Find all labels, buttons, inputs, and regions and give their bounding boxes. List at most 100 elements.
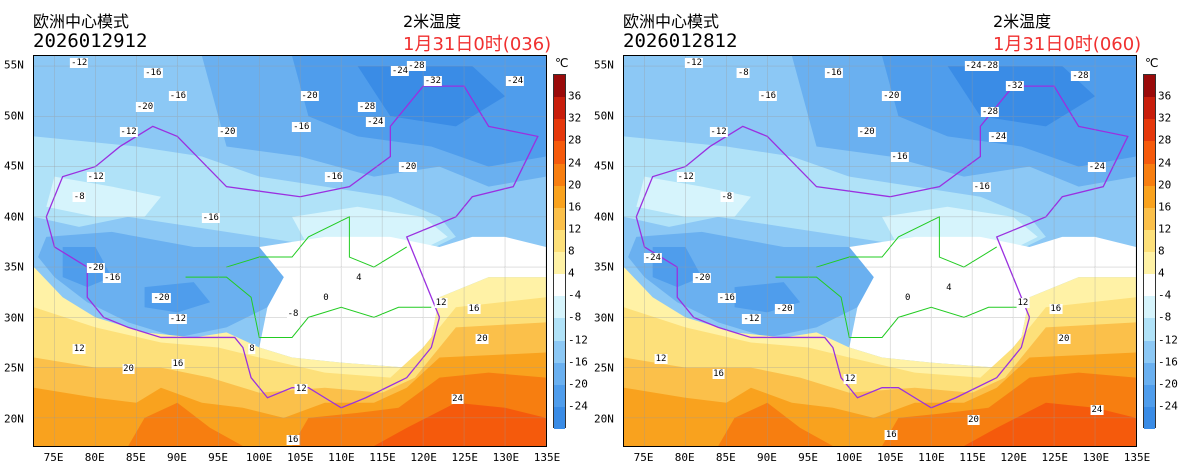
- contour-label: -16: [717, 293, 736, 304]
- lat-tick-label: 25N: [4, 361, 24, 375]
- colorbar-bin: [554, 163, 565, 186]
- valid-time: 1月31日0时(036): [403, 34, 552, 55]
- lon-tick-label: 90E: [166, 451, 187, 464]
- contour-label: -16: [168, 91, 188, 102]
- variable-title: 2米温度: [403, 12, 462, 31]
- contour-label: -16: [325, 172, 344, 183]
- colorbar-tick-label: 20: [568, 178, 582, 192]
- variable-title: 2米温度: [993, 12, 1052, 31]
- lat-tick-label: 55N: [594, 58, 614, 72]
- colorbar-bin: [554, 119, 565, 142]
- colorbar-bin: [1144, 229, 1155, 252]
- contour-label: -24: [366, 116, 385, 127]
- colorbar-tick-label: 16: [568, 200, 582, 214]
- contour-label: -28: [357, 101, 377, 112]
- colorbar-bin: [1144, 97, 1155, 120]
- contour-label: 12: [843, 374, 857, 385]
- lon-tick-label: 100E: [835, 451, 863, 464]
- contour-label: 24: [451, 394, 464, 405]
- colorbar-tick-label: -20: [1158, 377, 1178, 391]
- contour-label: 0: [322, 293, 330, 304]
- temperature-map: -12 -8 -24 -28 -28 -32 -16 -20 -16 -28 -24 -20 -16 -1…: [623, 55, 1137, 447]
- colorbar-bin: [554, 229, 565, 252]
- contour-label: -32: [1005, 81, 1024, 92]
- colorbar-bin: [554, 384, 565, 407]
- lon-tick-label: 80E: [84, 451, 105, 464]
- colorbar-bin: [1144, 318, 1155, 341]
- contour-label: -16: [201, 212, 220, 223]
- colorbar-tick-label: 8: [1158, 244, 1165, 258]
- lon-tick-label: 135E: [533, 451, 561, 464]
- band-minus28-northeast: [357, 66, 506, 127]
- contour-label: 16: [712, 369, 725, 380]
- lat-tick-label: 30N: [4, 311, 24, 325]
- colorbar-bin: [554, 340, 565, 363]
- colorbar-bin: [1144, 119, 1155, 142]
- band-minus8-centralasia: [46, 176, 161, 217]
- lat-tick-label: 25N: [594, 361, 614, 375]
- contour-label: 16: [286, 434, 300, 445]
- colorbar-bin: [554, 207, 565, 230]
- lat-tick-label: 45N: [594, 159, 614, 173]
- colorbar-tick-label: 16: [1158, 200, 1172, 214]
- colorbar-bin: [1144, 384, 1155, 407]
- contour-label: -24: [390, 66, 410, 77]
- lon-tick-label: 80E: [674, 451, 695, 464]
- contour-label: -28: [980, 106, 1000, 117]
- colorbar-bin: [1144, 185, 1155, 208]
- contour-label: -20: [857, 126, 876, 137]
- colorbar-bin: [554, 296, 565, 319]
- colorbar-tick-label: 24: [568, 156, 582, 169]
- contour-label: 12: [294, 384, 308, 395]
- lat-tick-label: 40N: [4, 210, 24, 224]
- lon-tick-label: 115E: [959, 451, 986, 464]
- model-title: 欧洲中心模式: [623, 12, 720, 31]
- contour-label: -12: [70, 58, 89, 69]
- contour-label: -28: [1071, 71, 1090, 82]
- contour-label: 4: [355, 273, 363, 284]
- contour-label: 16: [171, 359, 185, 370]
- gridlines: [34, 56, 546, 446]
- lat-tick-label: 40N: [594, 210, 614, 224]
- contour-label: 12: [434, 298, 448, 309]
- lon-tick-label: 120E: [410, 451, 437, 464]
- lon-tick-label: 120E: [1000, 451, 1027, 464]
- contour-label: -16: [824, 68, 843, 79]
- lat-tick-label: 50N: [594, 109, 614, 123]
- band-24-sea: [373, 402, 546, 446]
- contour-label: -20: [300, 91, 319, 102]
- lon-tick-label: 110E: [328, 451, 355, 464]
- lat-tick-label: 20N: [4, 412, 24, 426]
- colorbar-tick-label: 28: [1158, 133, 1172, 147]
- lon-tick-label: 85E: [125, 451, 146, 464]
- lon-tick-label: 95E: [208, 451, 228, 464]
- contour-label: 20: [122, 364, 135, 375]
- lon-tick-label: 75E: [43, 451, 64, 464]
- contour-label: 20: [967, 414, 980, 425]
- contour-label: 8: [248, 343, 256, 354]
- colorbar-bin: [554, 252, 565, 275]
- contour-label: -24: [1087, 162, 1107, 173]
- colorbar-tick-label: 12: [568, 222, 582, 236]
- forecast-panel-060: 欧洲中心模式 2026012812 2米温度 1月31日0时(060): [590, 0, 1180, 465]
- lat-tick-label: 30N: [594, 311, 614, 325]
- colorbar-tick-label: -24: [568, 399, 588, 413]
- colorbar-bin: [554, 185, 565, 208]
- colorbar-tick-label: 8: [568, 244, 575, 258]
- lat-tick-label: 35N: [4, 260, 24, 274]
- river-yellow: [817, 217, 997, 267]
- colorbar-tick-label: 28: [568, 133, 582, 147]
- colorbar-bin: [554, 75, 565, 98]
- colorbar-bin: [1144, 141, 1155, 164]
- model-title: 欧洲中心模式: [33, 12, 130, 31]
- contour-label: -12: [676, 172, 695, 183]
- valid-time: 1月31日0时(060): [993, 34, 1142, 55]
- colorbar-tick-label: 32: [568, 111, 582, 125]
- contour-label: -20: [152, 293, 171, 304]
- colorbar: [553, 74, 566, 429]
- contour-label: 4: [945, 283, 953, 294]
- contour-label: -20: [218, 126, 237, 137]
- contour-label: 16: [884, 429, 898, 440]
- colorbar-tick-label: -20: [568, 377, 588, 391]
- lon-tick-label: 90E: [756, 451, 777, 464]
